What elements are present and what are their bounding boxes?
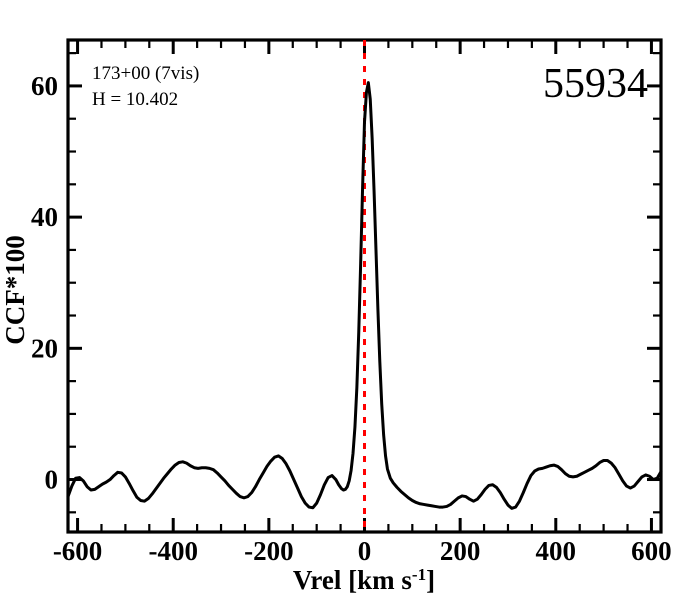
x-tick-label: -600 (53, 536, 103, 566)
x-tick-label: 600 (631, 536, 672, 566)
annotation-target-id: 173+00 (7vis) (92, 63, 199, 84)
annotation-h-magnitude: H = 10.402 (92, 89, 178, 110)
ccf-trace-line (66, 81, 663, 510)
y-tick-label: 20 (31, 333, 58, 363)
y-tick-label: 40 (31, 202, 58, 232)
y-axis-tick-labels: 0 20 40 60 (31, 71, 58, 495)
y-tick-label: 0 (45, 465, 59, 495)
x-tick-label: -200 (244, 536, 294, 566)
x-tick-label: 200 (440, 536, 481, 566)
x-tick-label: 0 (358, 536, 372, 566)
x-tick-label: -400 (148, 536, 198, 566)
y-tick-label: 60 (31, 71, 58, 101)
annotation-epoch-mjd: 55934 (543, 61, 648, 107)
x-axis-title: Vrel [km s-1] (293, 565, 435, 595)
x-tick-label: 400 (536, 536, 577, 566)
y-axis-title: CCF*100 (0, 235, 30, 345)
x-axis-tick-labels: -600 -400 -200 0 200 400 600 (53, 536, 672, 566)
